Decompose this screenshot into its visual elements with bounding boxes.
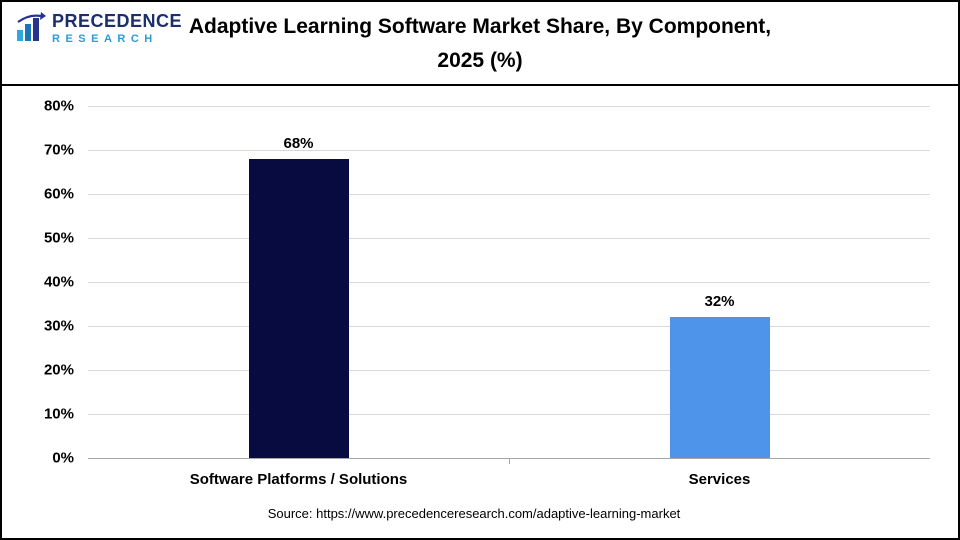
y-axis-tick-label: 80% <box>43 97 74 115</box>
header: PRECEDENCE RESEARCH Adaptive Learning So… <box>2 2 958 86</box>
gridline <box>88 326 930 327</box>
chart-title-line1: Adaptive Learning Software Market Share,… <box>188 15 772 38</box>
bar-services <box>669 317 770 458</box>
bar-value-label: 32% <box>704 293 735 311</box>
x-label-software-platforms-solutions: Software Platforms / Solutions <box>189 471 408 488</box>
bar-slot: 32% <box>509 106 930 458</box>
x-axis-tick <box>509 458 510 464</box>
gridline <box>88 150 930 151</box>
x-label-services: Services <box>688 471 751 488</box>
y-axis-tick-label: 30% <box>43 317 74 335</box>
y-axis-tick-label: 10% <box>43 405 74 423</box>
y-axis-tick-label: 0% <box>52 449 74 467</box>
brand-logo: PRECEDENCE RESEARCH <box>16 12 182 45</box>
gridline <box>88 238 930 239</box>
bar-value-label: 68% <box>283 134 314 152</box>
logo-chart-icon <box>17 12 46 41</box>
bar-software-platforms-solutions <box>248 158 349 458</box>
y-axis-tick-label: 40% <box>43 273 74 291</box>
x-axis-labels: Software Platforms / Solutions Services <box>88 458 930 488</box>
gridline <box>88 282 930 283</box>
bars: 68% 32% <box>88 106 930 458</box>
y-axis-tick-label: 70% <box>43 141 74 159</box>
y-axis-tick-label: 50% <box>43 229 74 247</box>
y-axis: 80% 70% 60% 50% 40% 30% 20% 10% 0% <box>18 98 88 467</box>
source-text: Source: https://www.precedenceresearch.c… <box>267 506 681 521</box>
gridline <box>88 414 930 415</box>
bar-slot: 68% <box>88 106 509 458</box>
gridline <box>88 194 930 195</box>
y-axis-tick-label: 60% <box>43 185 74 203</box>
bar-chart: 80% 70% 60% 50% 40% 30% 20% 10% 0% 68% 32% Softwa… <box>2 86 958 538</box>
gridline <box>88 106 930 107</box>
logo-line2: RESEARCH <box>52 33 158 45</box>
logo-line1: PRECEDENCE <box>52 11 183 31</box>
logo-text: PRECEDENCE RESEARCH <box>52 12 182 45</box>
gridline <box>88 370 930 371</box>
plot-row: 80% 70% 60% 50% 40% 30% 20% 10% 0% 68% 32% <box>18 98 930 467</box>
plot-area: 68% 32% <box>88 106 930 464</box>
y-axis-tick-label: 20% <box>43 361 74 379</box>
chart-title-line2: 2025 (%) <box>437 49 523 72</box>
chart-title: Adaptive Learning Software Market Share,… <box>189 8 771 78</box>
